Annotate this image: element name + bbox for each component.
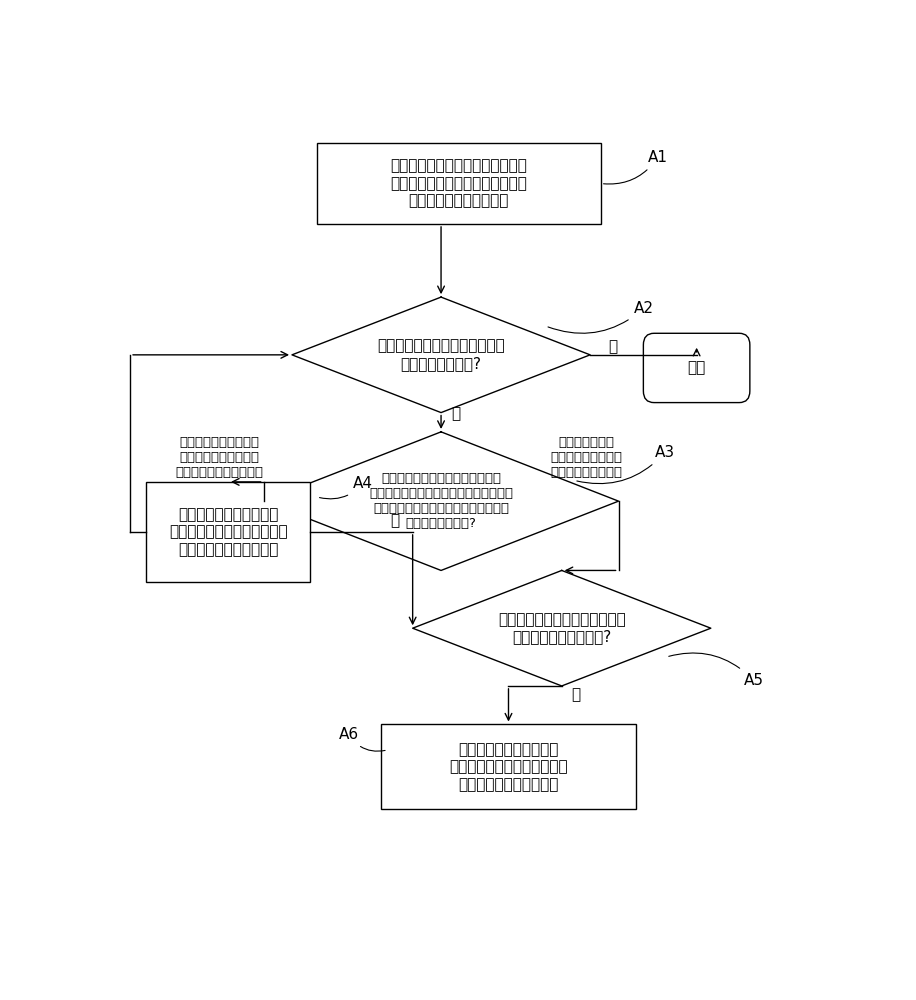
Text: 根据车轮速度信号判断车速是否
小于第一车速阈值?: 根据车轮速度信号判断车速是否 小于第一车速阈值? — [377, 339, 505, 371]
Text: A1: A1 — [604, 150, 668, 184]
Text: 接收来自制动踏板开度传感器的制
动强度信号、以及来自所述车轮速
度传感器的车轮速度信号: 接收来自制动踏板开度传感器的制 动强度信号、以及来自所述车轮速 度传感器的车轮速… — [390, 159, 528, 208]
Text: 否: 否 — [452, 407, 461, 422]
Text: 控制所述电动车以复合制
动力分配模式制动，以使所述
车速减小至第二车速阈值: 控制所述电动车以复合制 动力分配模式制动，以使所述 车速减小至第二车速阈值 — [449, 742, 568, 792]
Text: 控制所述电动车以液压制
动力分配模式制动，以使所述
车速减小至第二车速阈值: 控制所述电动车以液压制 动力分配模式制动，以使所述 车速减小至第二车速阈值 — [169, 507, 288, 557]
Text: 是: 是 — [390, 513, 399, 528]
Text: A3: A3 — [577, 445, 675, 484]
Text: A5: A5 — [669, 653, 763, 688]
FancyBboxPatch shape — [147, 482, 310, 582]
Text: 实时判断各个车轮的轮胎滑移率
是否大于模式切换阈值?: 实时判断各个车轮的轮胎滑移率 是否大于模式切换阈值? — [498, 612, 626, 644]
Text: 否: 否 — [571, 687, 580, 702]
FancyBboxPatch shape — [317, 143, 601, 224]
FancyBboxPatch shape — [643, 333, 750, 403]
Text: 若制动强度小于
制动强度阈值，或车
速小于第一速度阈值: 若制动强度小于 制动强度阈值，或车 速小于第一速度阈值 — [551, 436, 623, 479]
Text: 结束: 结束 — [688, 360, 705, 375]
Text: A2: A2 — [548, 301, 653, 333]
FancyBboxPatch shape — [381, 724, 637, 809]
Text: 若制动强度大于或等于
制动强度阈值、且车速
大于或等于第一车速阈值: 若制动强度大于或等于 制动强度阈值、且车速 大于或等于第一车速阈值 — [176, 436, 264, 479]
Text: 是: 是 — [608, 339, 617, 354]
Text: A4: A4 — [320, 476, 373, 499]
Text: A6: A6 — [339, 727, 385, 751]
Text: 根据制动强度信号判断制动踏板的
制动强度是否大于或等于制动强度阈值，
根据车轮速度信号判断车速是否大于或
等于第一车速阈值?: 根据制动强度信号判断制动踏板的 制动强度是否大于或等于制动强度阈值， 根据车轮速… — [369, 472, 513, 530]
